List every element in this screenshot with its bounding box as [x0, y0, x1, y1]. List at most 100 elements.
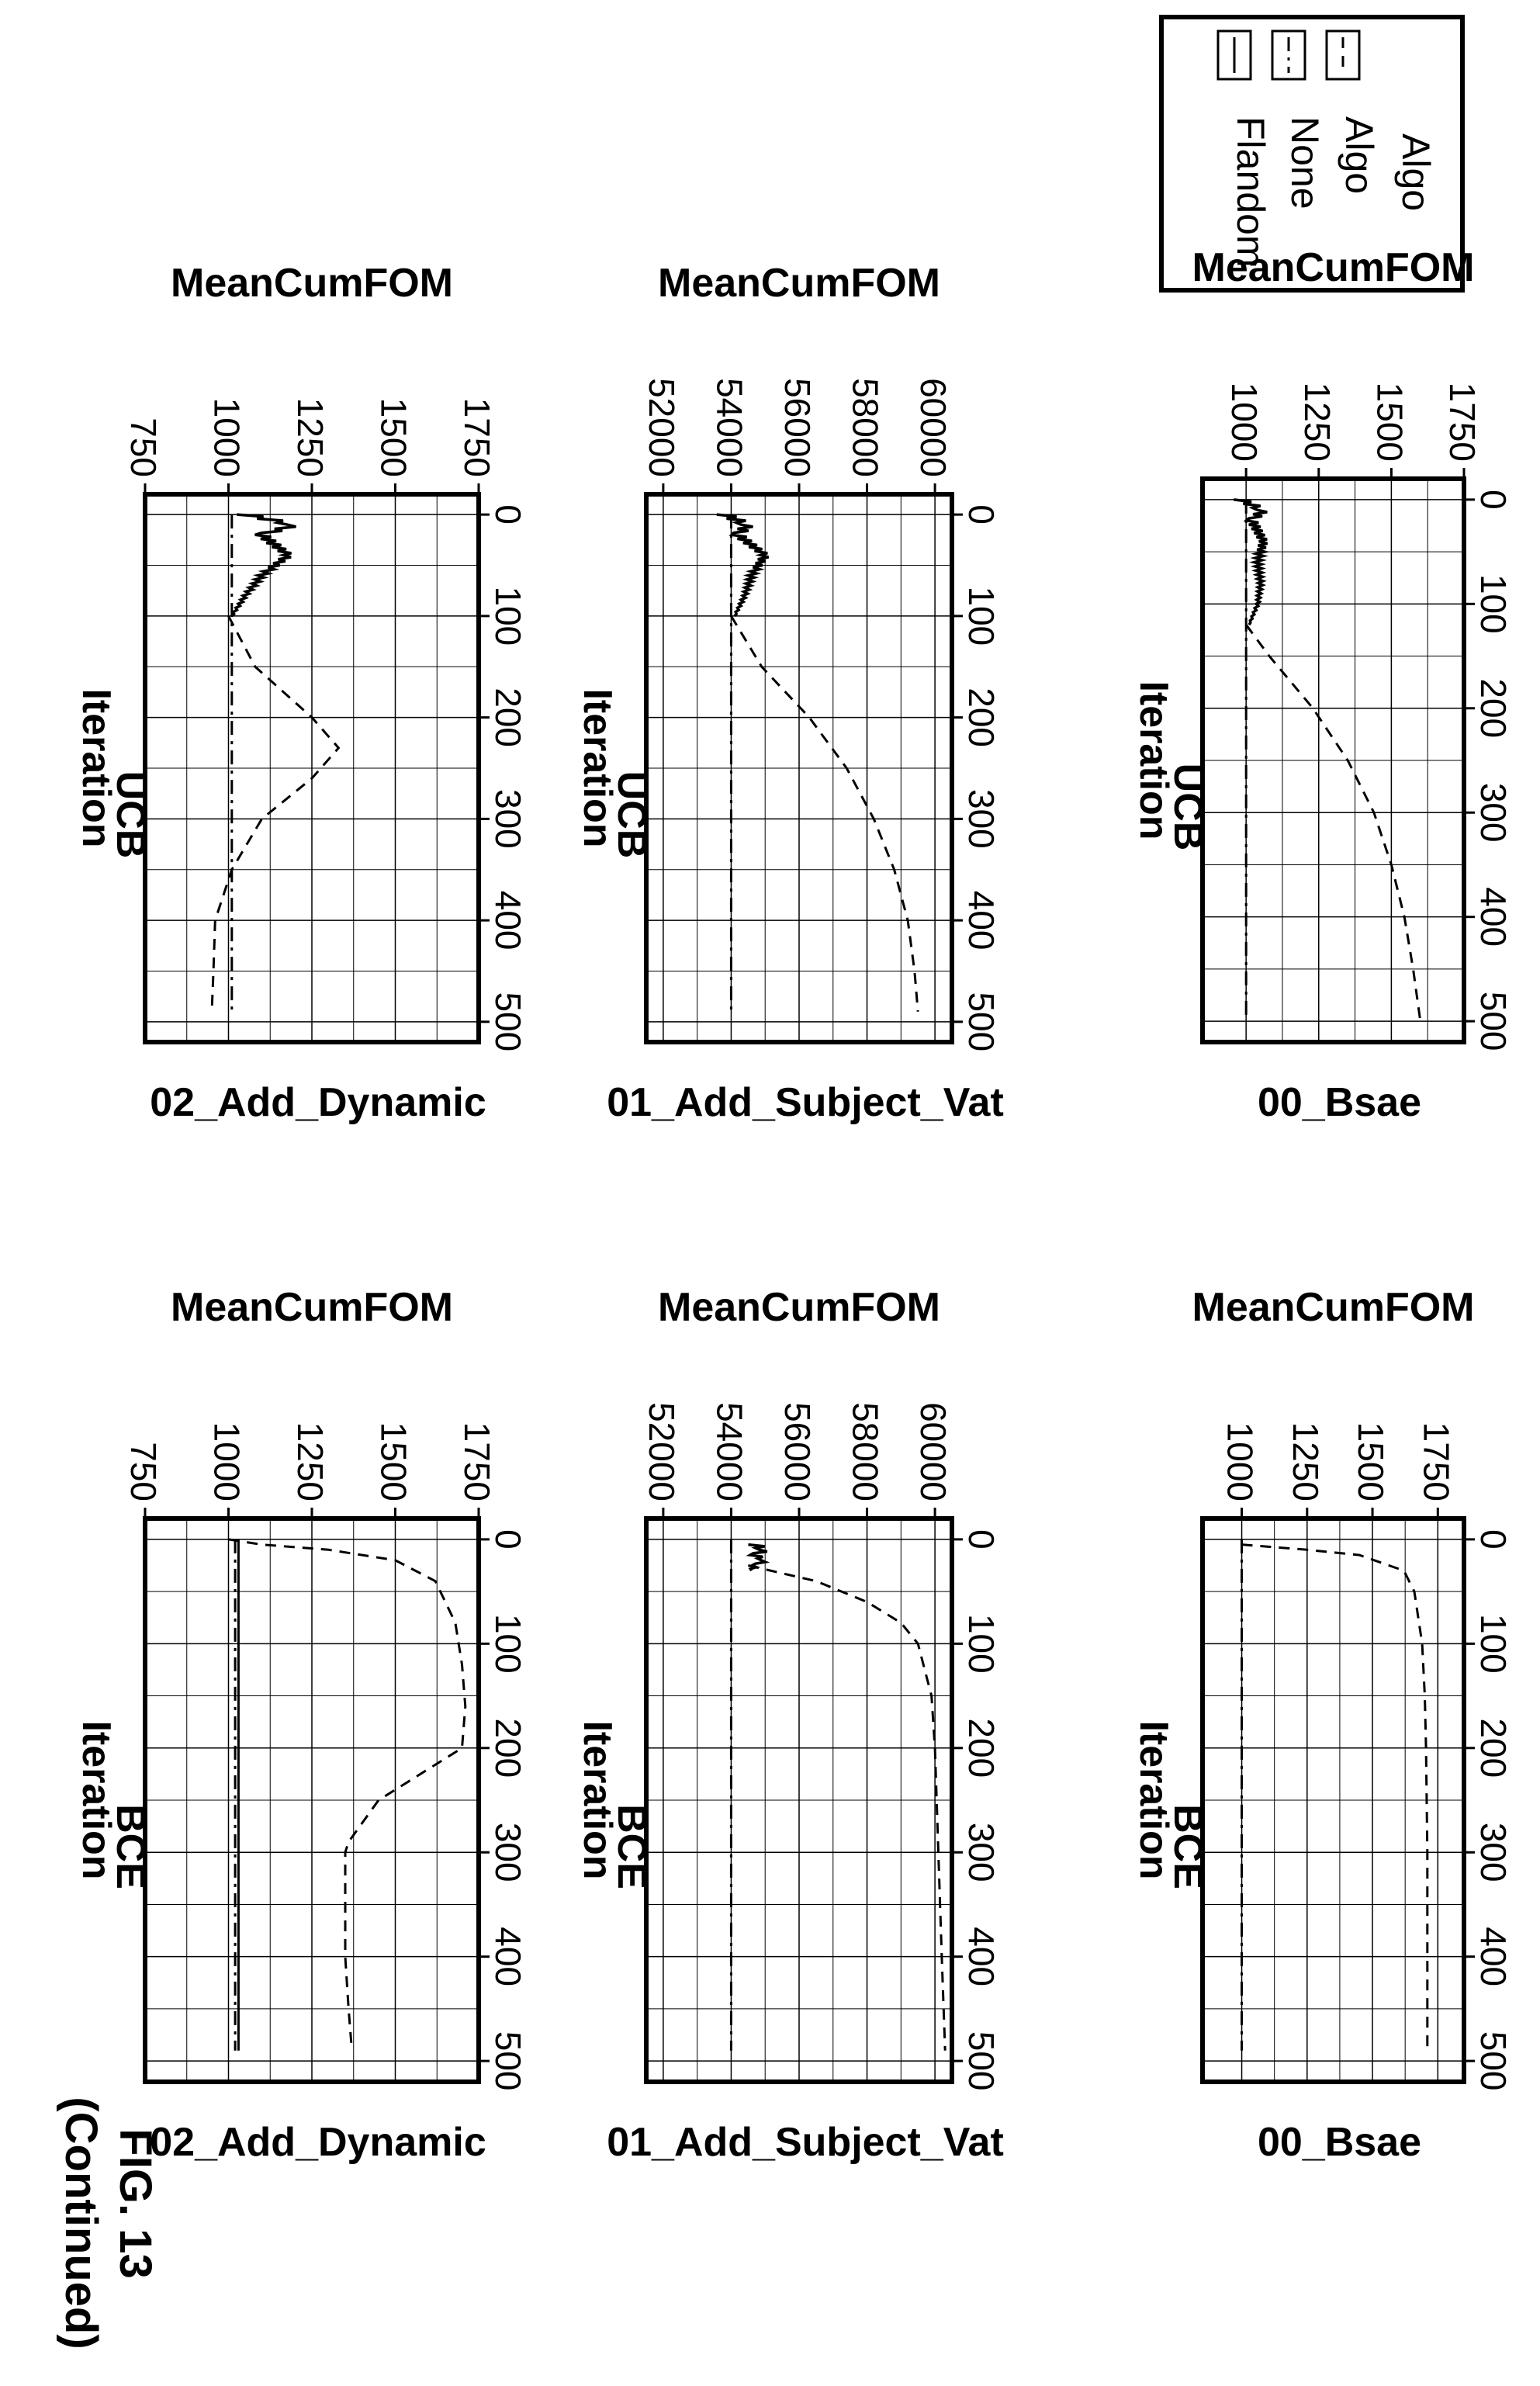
- figure-label: FIG. 13: [110, 2128, 161, 2278]
- tick-label-value: 1000: [1220, 1422, 1261, 1501]
- tick-label-iteration: 500: [961, 2031, 1002, 2091]
- tick-label-iteration: 400: [488, 1927, 528, 1986]
- tick-label-value: 60000: [913, 1402, 953, 1501]
- tick-label-value: 1500: [374, 398, 414, 477]
- tick-label-value: 1500: [374, 1422, 414, 1501]
- axis-label-iteration: Iteration: [74, 688, 119, 847]
- tick-label-value: 54000: [709, 378, 749, 477]
- tick-label-iteration: 400: [1473, 1927, 1514, 1986]
- series-line-flandom: [746, 1543, 770, 1572]
- tick-label-value: 1000: [207, 1422, 247, 1501]
- series-line-algo: [747, 1564, 946, 2051]
- tick-label-iteration: 200: [488, 687, 528, 747]
- tick-label-iteration: 200: [1473, 678, 1514, 738]
- series-line-algo: [1244, 624, 1422, 1022]
- panels: 1000 1250 1500 17500100200300400500MeanCumF…: [74, 245, 1514, 2165]
- chart-panel-1: 52000 54000 56000 58000 60000 0 100 200 300 400 50…: [575, 261, 1004, 1125]
- panel-caption: 01_Add_Subject_Vat: [607, 2120, 1004, 2165]
- tick-label-iteration: 500: [1473, 2031, 1514, 2091]
- series-line-algo: [1241, 1543, 1429, 2051]
- tick-label-iteration: 500: [961, 992, 1002, 1051]
- tick-label-iteration: 500: [488, 2031, 528, 2091]
- tick-label-iteration: 0: [961, 504, 1002, 525]
- panel-caption: 00_Bsae: [1258, 2120, 1421, 2165]
- series-line-flandom: [716, 513, 770, 618]
- tick-label-value: 54000: [709, 1402, 749, 1501]
- tick-label-value: 52000: [642, 1402, 682, 1501]
- tick-label-value: 1250: [290, 1422, 330, 1501]
- panel-caption: 00_Bsae: [1258, 1080, 1421, 1125]
- panel-title: BCE: [609, 1804, 654, 1889]
- chart-panel-3: 1000 1250 1500 1750 0 100 200 300 400 500 MeanCumF…: [1131, 1285, 1514, 2165]
- axis-label-iteration: Iteration: [575, 1720, 620, 1879]
- tick-label-value: 1750: [1416, 1422, 1456, 1501]
- tick-label-value: 56000: [777, 1402, 818, 1501]
- tick-label-iteration: 400: [961, 891, 1002, 951]
- tick-label-value: 1750: [457, 1422, 497, 1501]
- panel-title: UCB: [609, 771, 654, 859]
- tick-label-iteration: 300: [961, 1823, 1002, 1882]
- tick-label-iteration: 300: [488, 789, 528, 849]
- tick-label-value: 1250: [290, 398, 330, 477]
- tick-label-value: 60000: [913, 378, 953, 477]
- legend-title: Algo: [1394, 133, 1438, 211]
- tick-label-iteration: 100: [1473, 1614, 1514, 1674]
- tick-label-iteration: 200: [488, 1718, 528, 1778]
- tick-label-iteration: 100: [488, 587, 528, 646]
- axis-label-value: MeanCumFOM: [1192, 1285, 1475, 1330]
- axis-label-value: MeanCumFOM: [171, 261, 453, 306]
- tick-label-iteration: 0: [961, 1529, 1002, 1550]
- chart-panel-4: 52000 54000 56000 58000 60000 0 100 200 300 400 50…: [575, 1285, 1004, 2165]
- axis-label-iteration: Iteration: [1131, 680, 1176, 840]
- tick-label-iteration: 0: [1473, 1529, 1514, 1550]
- tick-label-value: 56000: [777, 378, 818, 477]
- tick-label-iteration: 300: [961, 789, 1002, 849]
- plot-frame: [1200, 476, 1466, 1044]
- tick-label-iteration: 200: [961, 687, 1002, 747]
- tick-label-iteration: 100: [961, 587, 1002, 646]
- tick-label-value: 58000: [846, 378, 886, 477]
- chart-panel-2: 750 1000 1250 1500 1750 0 100 200 300 400 500 MeanC…: [74, 261, 528, 1125]
- tick-label-iteration: 300: [488, 1823, 528, 1882]
- legend-box: [1159, 15, 1465, 293]
- chart-panel-0: 1000 1250 1500 1750 0 100 200 300 400 500 MeanCumF…: [1131, 245, 1514, 1125]
- tick-label-value: 58000: [846, 1402, 886, 1501]
- legend-entry-flandom: Flandom: [1229, 116, 1272, 268]
- axis-label-iteration: Iteration: [74, 1720, 119, 1879]
- tick-label-value: 1500: [1369, 383, 1410, 462]
- axis-label-value: MeanCumFOM: [1192, 245, 1475, 290]
- series-line-algo: [730, 615, 919, 1012]
- tick-label-value: 1000: [207, 398, 247, 477]
- tick-label-value: 1250: [1297, 383, 1338, 462]
- tick-label-iteration: 500: [488, 992, 528, 1051]
- tick-label-value: 1250: [1286, 1422, 1326, 1501]
- tick-label-iteration: 400: [1473, 887, 1514, 947]
- tick-label-iteration: 100: [1473, 574, 1514, 634]
- tick-label-value: 52000: [642, 378, 682, 477]
- tick-label-iteration: 0: [1473, 490, 1514, 510]
- axis-label-value: MeanCumFOM: [658, 1285, 940, 1330]
- panel-title: UCB: [1165, 764, 1210, 851]
- panel-title: BCE: [108, 1804, 153, 1889]
- panel-title: BCE: [1165, 1804, 1210, 1889]
- panel-caption: 01_Add_Subject_Vat: [607, 1080, 1004, 1125]
- tick-label-iteration: 0: [488, 504, 528, 525]
- tick-label-iteration: 500: [1473, 992, 1514, 1051]
- tick-label-iteration: 100: [961, 1614, 1002, 1674]
- tick-label-iteration: 100: [488, 1614, 528, 1674]
- axis-label-iteration: Iteration: [575, 688, 620, 847]
- legend-entry-none: None: [1283, 116, 1327, 210]
- tick-label-iteration: 400: [961, 1927, 1002, 1986]
- tick-label-value: 1750: [1442, 383, 1483, 462]
- tick-label-value: 1000: [1224, 383, 1265, 462]
- tick-label-iteration: 0: [488, 1529, 528, 1550]
- tick-label-value: 1750: [457, 398, 497, 477]
- tick-label-value: 1500: [1351, 1422, 1391, 1501]
- legend: Algo Algo None Flandom: [1159, 15, 1465, 293]
- panel-caption: 02_Add_Dynamic: [150, 1080, 486, 1125]
- panel-caption: 02_Add_Dynamic: [150, 2120, 486, 2165]
- axis-label-iteration: Iteration: [1131, 1720, 1176, 1879]
- legend-entry-algo: Algo: [1338, 116, 1381, 194]
